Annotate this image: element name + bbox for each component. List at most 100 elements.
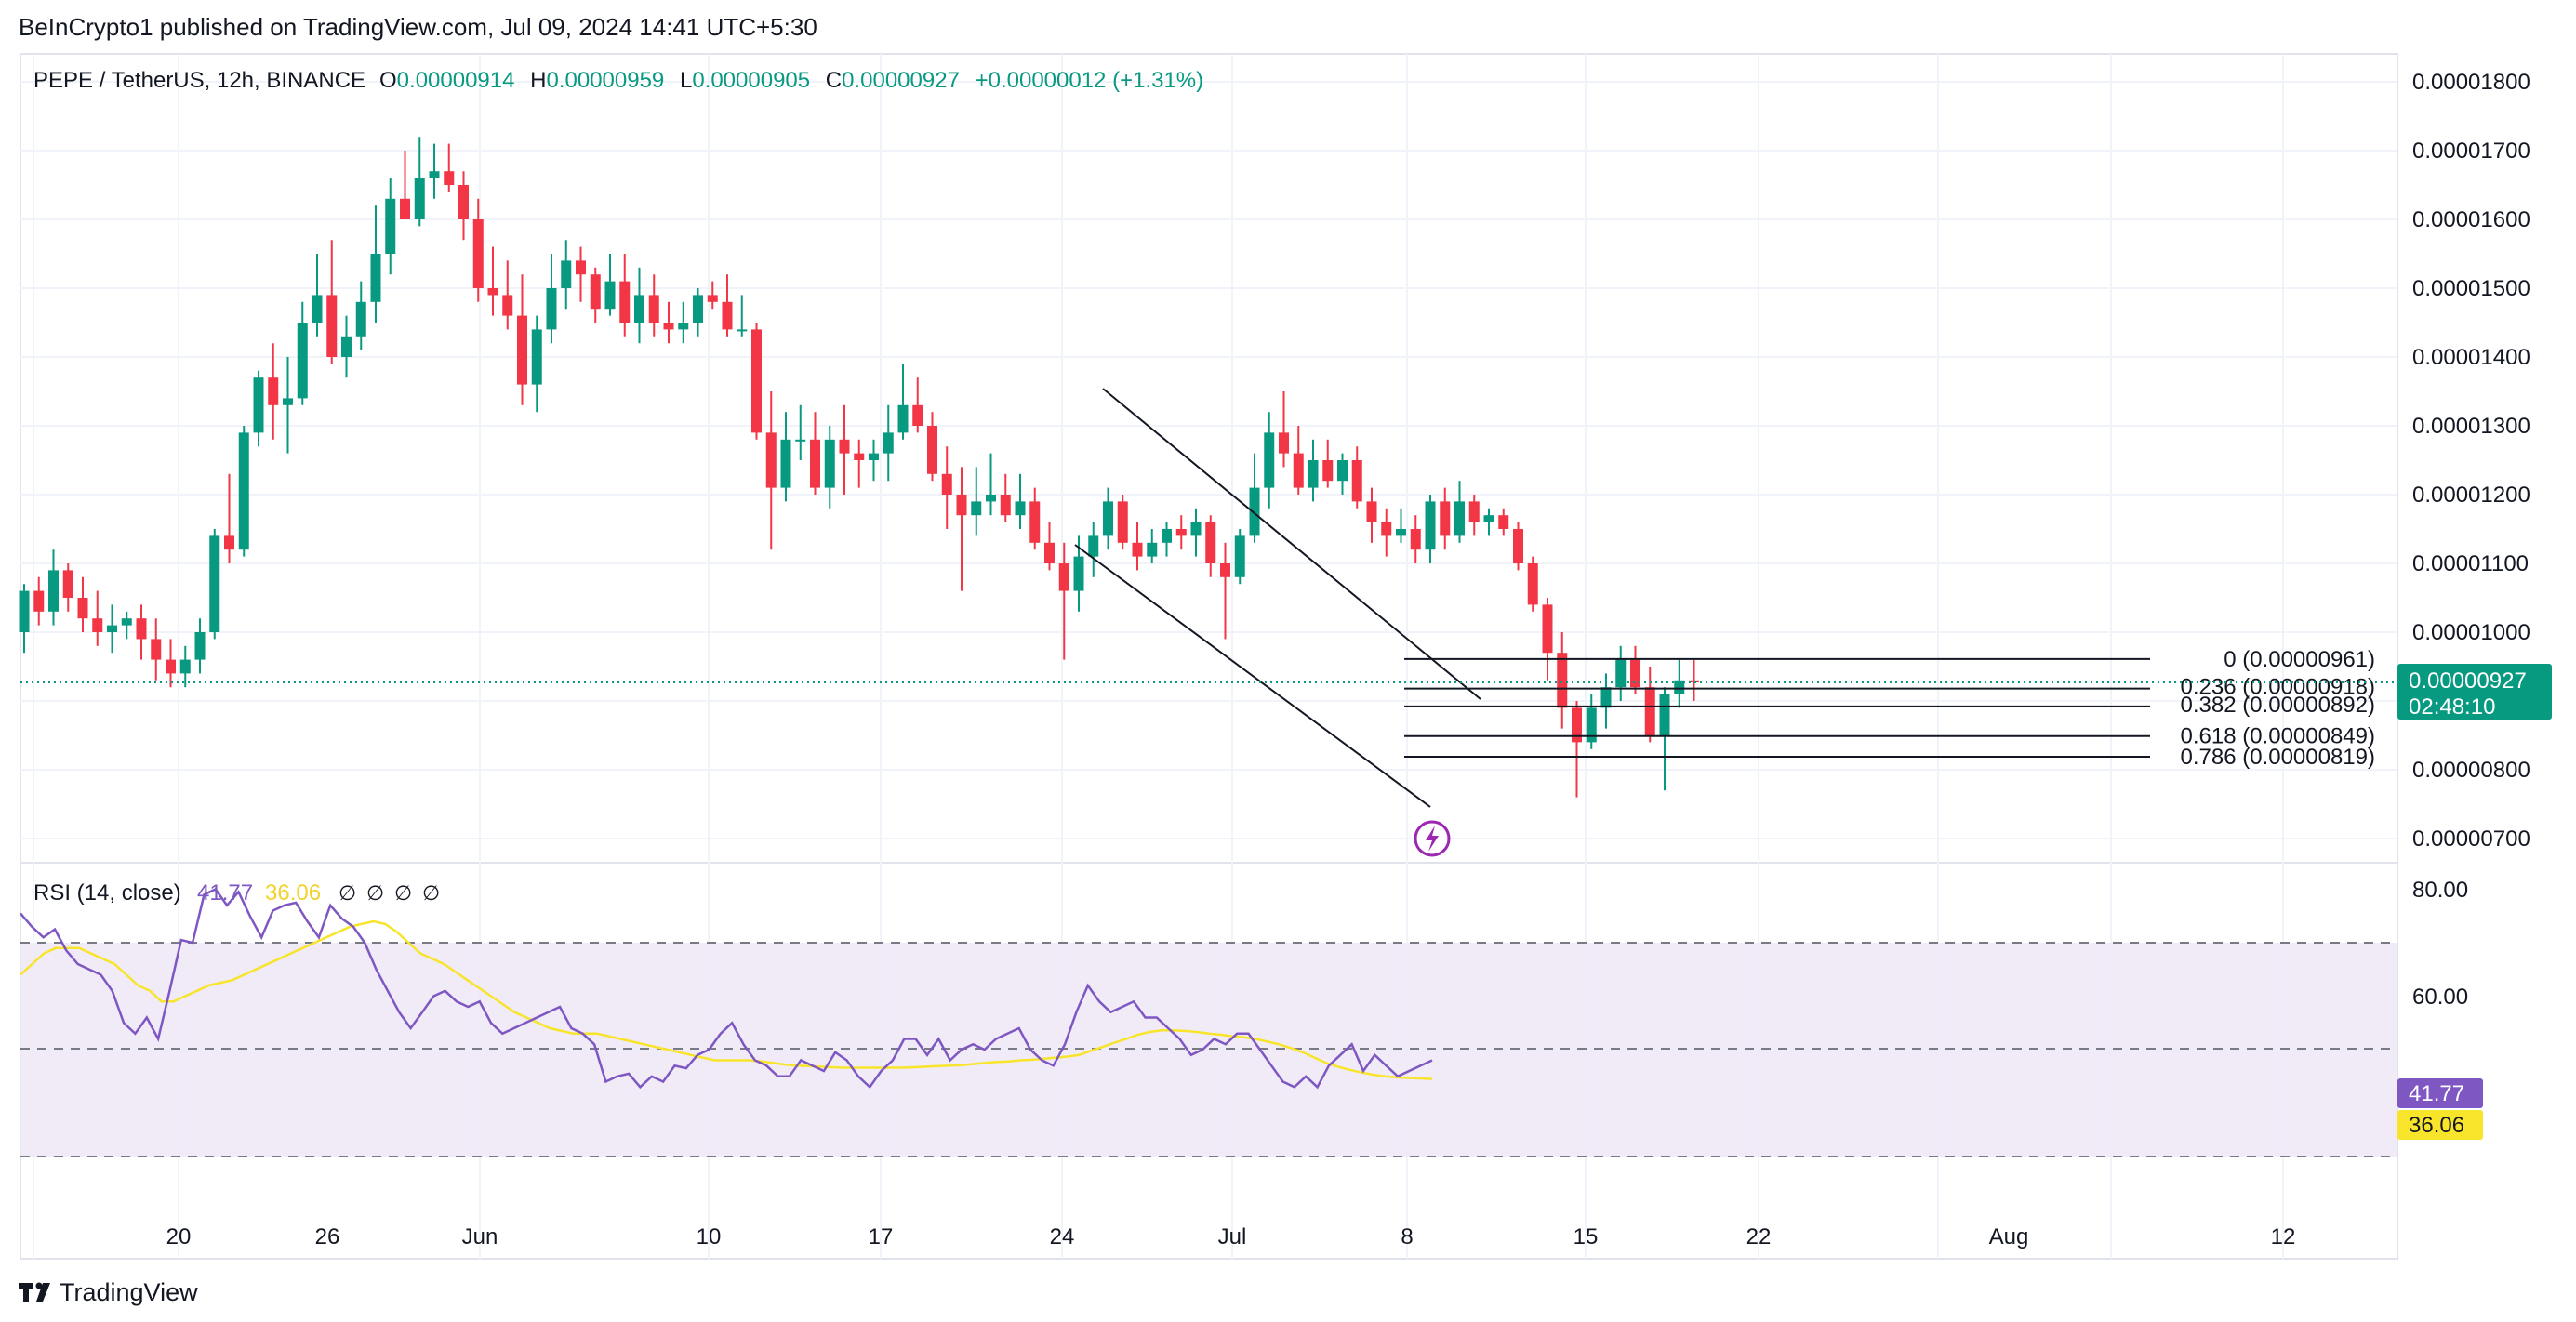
time-tick-label: 17	[869, 1224, 894, 1249]
candle-body	[1454, 501, 1465, 536]
svg-text:TradingView: TradingView	[60, 1278, 198, 1306]
lightning-event-icon[interactable]	[1414, 820, 1451, 857]
candle-body	[648, 295, 659, 323]
price-tick-label: 0.00001300	[2412, 414, 2530, 439]
candle-body	[326, 295, 338, 357]
svg-text:∅: ∅	[339, 881, 356, 905]
descending-channel[interactable]	[1074, 388, 1481, 808]
rsi-tick-label: 60.00	[2412, 985, 2468, 1010]
candle-body	[517, 315, 527, 385]
time-axis-labels: 20 26 Jun 10 17 24 Jul 8 15 22 Aug 12	[166, 1224, 2296, 1249]
ohlc-readout: O0.00000914 H0.00000959 L0.00000905 C0.0…	[379, 68, 1203, 93]
candle-body	[619, 281, 631, 323]
candle-body	[1088, 535, 1099, 557]
candle-body	[92, 618, 103, 632]
candle-body	[1483, 515, 1494, 522]
candle-body	[1279, 432, 1289, 454]
candle-body	[751, 329, 762, 433]
candle-body	[1073, 556, 1084, 591]
candle-body	[1600, 687, 1612, 708]
candle-body	[1659, 694, 1670, 735]
candle-body	[810, 439, 820, 488]
rsi-ma-value: 36.06	[265, 880, 321, 906]
rsi-tick-label: 80.00	[2412, 878, 2468, 903]
last-price-value: 0.00000927	[2409, 668, 2527, 694]
candle-body	[1293, 453, 1304, 488]
rsi-ma-badge-value: 36.06	[2409, 1113, 2464, 1138]
candle-body	[941, 473, 952, 495]
candle-body	[590, 274, 601, 310]
candle-body	[561, 260, 572, 288]
candle-body	[986, 495, 996, 502]
candle-body	[1498, 515, 1509, 529]
rsi-level-lines	[20, 942, 2397, 1157]
candle-body	[472, 219, 484, 288]
svg-text:∅: ∅	[422, 881, 440, 905]
candle-body	[634, 295, 644, 323]
candle-body	[1366, 501, 1377, 522]
candle-body	[1440, 501, 1451, 536]
rsi-badge-value: 41.77	[2409, 1081, 2464, 1106]
rsi-extra-symbols: ∅ ∅ ∅ ∅	[339, 881, 440, 905]
candle-body	[1147, 542, 1158, 557]
candle-body	[1015, 501, 1026, 516]
candle-body	[62, 570, 73, 598]
candle-body	[502, 295, 513, 316]
candle-body	[883, 432, 894, 454]
tradingview-logo: TradingView	[19, 1278, 198, 1306]
candle-body	[370, 254, 381, 302]
candle-body	[1572, 707, 1582, 743]
fib-level-label: 0 (0.00000961)	[2224, 647, 2375, 672]
candle-body	[209, 535, 220, 632]
rsi-badges: 41.77 36.06	[2397, 1078, 2483, 1140]
candle-body	[48, 570, 59, 612]
price-tick-label: 0.00000800	[2412, 758, 2530, 783]
candle-body	[1162, 529, 1172, 543]
candle-body	[927, 426, 937, 474]
candle-body	[136, 618, 147, 640]
rsi-axis-labels: 80.00 60.00	[2412, 878, 2468, 1010]
price-tick-label: 0.00001700	[2412, 139, 2530, 164]
rsi-line	[20, 887, 1433, 1090]
candle-body	[1205, 522, 1216, 563]
candle-body	[487, 288, 498, 296]
candle-body	[297, 323, 308, 399]
candle-body	[576, 260, 586, 275]
candle-body	[400, 198, 410, 219]
candle-body	[722, 301, 733, 330]
candle-body	[795, 439, 806, 442]
candle-body	[737, 329, 748, 332]
candle-body	[1586, 707, 1597, 743]
price-tick-label: 0.00001200	[2412, 483, 2530, 508]
candle-body	[268, 377, 279, 405]
rsi-ma-line	[20, 919, 1433, 1080]
candle-body	[107, 625, 117, 632]
fib-level-label: 0.382 (0.00000892)	[2180, 693, 2375, 718]
bar-countdown: 02:48:10	[2409, 694, 2495, 720]
candle-body	[1425, 501, 1436, 550]
price-tick-label: 0.00001800	[2412, 70, 2530, 95]
time-tick-label: 10	[697, 1224, 722, 1249]
candle-body	[253, 377, 264, 433]
fib-retracement[interactable]: 0 (0.00000961) 0.236 (0.00000918)0.382 (0…	[1404, 647, 2375, 770]
candle-body	[1000, 495, 1011, 516]
candle-body	[765, 432, 777, 488]
candle-body	[1674, 680, 1685, 694]
time-tick-label: Jul	[1218, 1224, 1247, 1249]
candle-body	[1132, 542, 1143, 557]
time-tick-label: 22	[1746, 1224, 1772, 1249]
candle-body	[19, 590, 30, 632]
candle-body	[414, 178, 425, 219]
channel-upper-line[interactable]	[1102, 388, 1481, 700]
candle-body	[824, 439, 835, 488]
candle-body	[1308, 460, 1319, 488]
channel-lower-line[interactable]	[1074, 544, 1431, 808]
time-tick-label: 15	[1573, 1224, 1599, 1249]
price-tick-label: 0.00001500	[2412, 276, 2530, 301]
candle-body	[458, 185, 469, 219]
candle-body	[839, 439, 850, 454]
rsi-value: 41.77	[197, 880, 253, 906]
last-price-badge: 0.00000927 02:48:10	[2397, 664, 2552, 720]
candle-body	[1103, 501, 1113, 536]
